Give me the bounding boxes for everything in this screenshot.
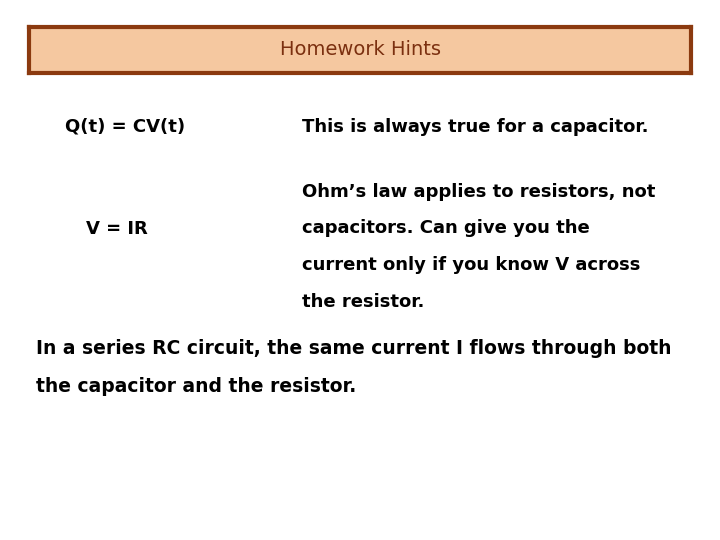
- Text: Q(t) = CV(t): Q(t) = CV(t): [65, 118, 185, 136]
- Text: This is always true for a capacitor.: This is always true for a capacitor.: [302, 118, 649, 136]
- Text: V = IR: V = IR: [86, 220, 148, 239]
- Text: the capacitor and the resistor.: the capacitor and the resistor.: [36, 376, 356, 396]
- Text: capacitors. Can give you the: capacitors. Can give you the: [302, 219, 590, 238]
- Text: Ohm’s law applies to resistors, not: Ohm’s law applies to resistors, not: [302, 183, 656, 201]
- Text: In a series RC circuit, the same current I flows through both: In a series RC circuit, the same current…: [36, 339, 672, 358]
- Text: the resistor.: the resistor.: [302, 293, 425, 311]
- Text: current only if you know V across: current only if you know V across: [302, 256, 641, 274]
- Text: Homework Hints: Homework Hints: [279, 40, 441, 59]
